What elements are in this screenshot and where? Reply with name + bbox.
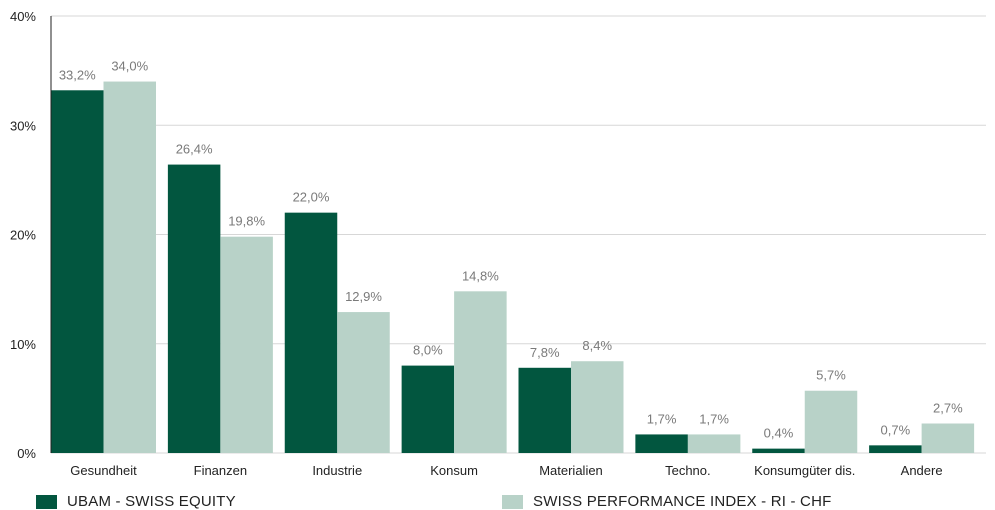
category-label: Techno. xyxy=(665,463,711,478)
bar-series-2 xyxy=(337,312,390,453)
bar-series-2 xyxy=(220,236,273,453)
category-label: Andere xyxy=(901,463,943,478)
bar-series-1 xyxy=(401,365,455,453)
category-label: Konsum xyxy=(430,463,478,478)
data-label: 26,4% xyxy=(176,142,213,157)
bar-series-1 xyxy=(518,367,571,453)
data-labels: 33,2% 34,0% 26,4% 19,8% 22,0% 12,9% 8,0% 14,8% 7… xyxy=(59,59,963,441)
category-label: Gesundheit xyxy=(70,463,137,478)
y-tick-labels: 0% 10% 20% 30% 40% xyxy=(10,9,36,461)
bars xyxy=(51,81,975,454)
data-label: 2,7% xyxy=(933,401,963,416)
bar-series-1 xyxy=(752,448,805,453)
legend-label-series-2: SWISS PERFORMANCE INDEX - RI - CHF xyxy=(533,493,832,510)
y-tick-label: 30% xyxy=(10,118,36,133)
data-label: 14,8% xyxy=(462,268,499,283)
bar-series-1 xyxy=(869,445,922,453)
data-label: 34,0% xyxy=(111,59,148,74)
y-tick-label: 0% xyxy=(17,446,36,461)
y-tick-label: 40% xyxy=(10,9,36,24)
data-label: 0,7% xyxy=(881,422,911,437)
data-label: 1,7% xyxy=(699,411,729,426)
bar-series-2 xyxy=(454,291,507,453)
bar-series-2 xyxy=(103,81,156,454)
category-label: Konsumgüter dis. xyxy=(754,463,855,478)
bar-series-1 xyxy=(284,212,338,453)
category-labels: Gesundheit Finanzen Industrie Konsum Materia… xyxy=(70,463,942,478)
data-label: 22,0% xyxy=(293,190,330,205)
category-label: Materialien xyxy=(539,463,603,478)
data-label: 5,7% xyxy=(816,368,846,383)
data-label: 7,8% xyxy=(530,345,560,360)
bar-series-1 xyxy=(51,90,104,453)
y-tick-label: 20% xyxy=(10,228,36,243)
data-label: 8,4% xyxy=(582,338,612,353)
legend-swatch-series-2 xyxy=(502,494,523,509)
data-label: 1,7% xyxy=(647,411,677,426)
legend-item-series-2: SWISS PERFORMANCE INDEX - RI - CHF xyxy=(502,493,831,510)
legend-label-series-1: UBAM - SWISS EQUITY xyxy=(67,493,236,510)
data-label: 12,9% xyxy=(345,289,382,304)
data-label: 33,2% xyxy=(59,67,96,82)
bar-series-2 xyxy=(804,390,858,453)
bar-series-1 xyxy=(167,164,221,453)
bar-series-2 xyxy=(921,423,975,453)
bar-series-2 xyxy=(687,434,741,453)
bar-series-2 xyxy=(571,361,624,453)
data-label: 19,8% xyxy=(228,214,265,229)
data-label: 0,4% xyxy=(764,426,794,441)
bar-series-1 xyxy=(635,434,688,453)
data-label: 8,0% xyxy=(413,343,443,358)
category-label: Industrie xyxy=(312,463,362,478)
category-label: Finanzen xyxy=(194,463,247,478)
y-tick-label: 10% xyxy=(10,337,36,352)
legend-swatch-series-1 xyxy=(36,494,57,509)
legend-item-series-1: UBAM - SWISS EQUITY xyxy=(36,493,236,510)
